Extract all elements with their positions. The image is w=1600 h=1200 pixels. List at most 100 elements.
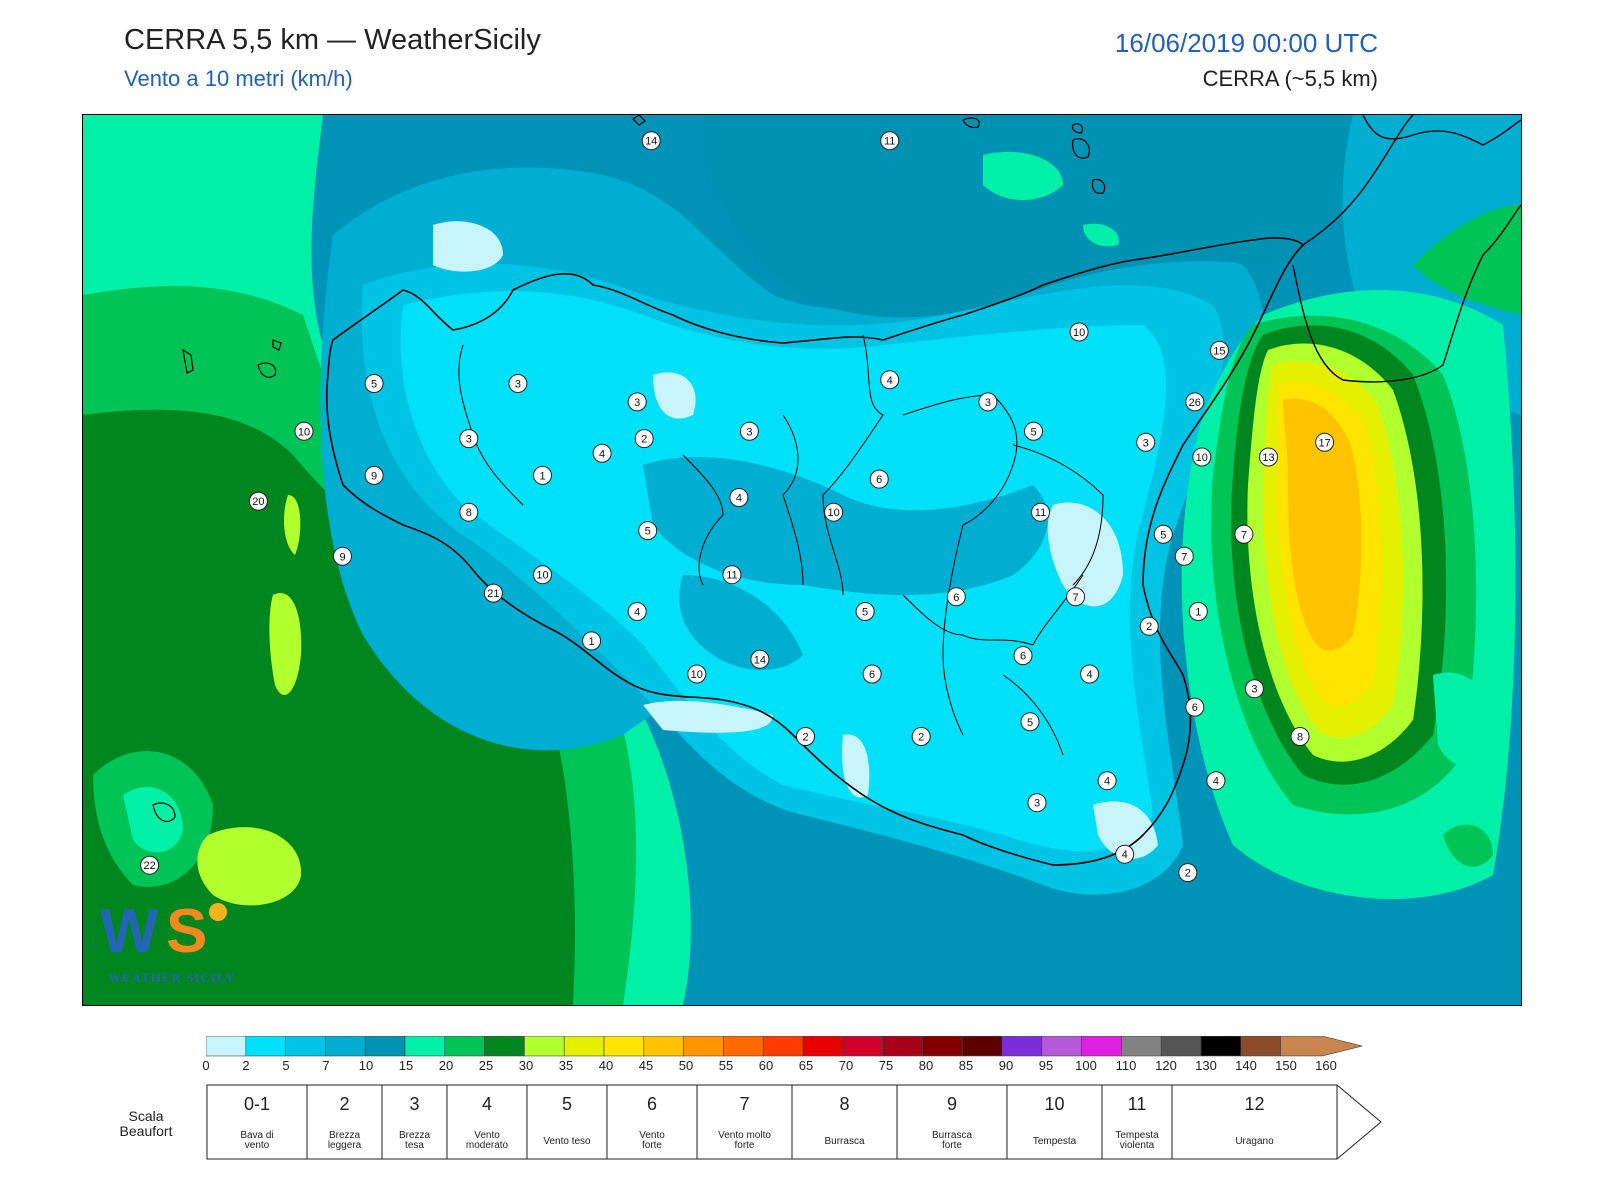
station-marker[interactable]: 4 xyxy=(627,602,647,621)
station-marker[interactable]: 11 xyxy=(1031,502,1050,522)
station-marker[interactable]: 22 xyxy=(140,855,160,875)
station-marker[interactable]: 4 xyxy=(592,443,612,463)
station-marker[interactable]: 7 xyxy=(1174,546,1194,566)
station-marker[interactable]: 8 xyxy=(1290,727,1310,746)
station-marker[interactable]: 6 xyxy=(946,587,966,607)
station-value: 2 xyxy=(641,434,647,446)
station-marker[interactable]: 6 xyxy=(869,469,889,489)
colorbar-tick: 75 xyxy=(878,1058,894,1073)
beaufort-description: Brezza xyxy=(399,1130,431,1141)
beaufort-description: forte xyxy=(734,1140,754,1151)
station-marker[interactable]: 3 xyxy=(1027,793,1047,813)
station-marker[interactable]: 5 xyxy=(364,374,384,393)
station-value: 5 xyxy=(862,607,868,619)
station-marker[interactable]: 10 xyxy=(687,664,707,684)
station-value: 1 xyxy=(589,636,595,648)
station-marker[interactable]: 21 xyxy=(483,583,503,603)
station-circle xyxy=(1139,616,1159,636)
logo-mark-icon: W S xyxy=(100,897,227,966)
station-marker[interactable]: 5 xyxy=(1024,421,1043,441)
station-value: 20 xyxy=(252,496,264,508)
station-marker[interactable]: 10 xyxy=(294,421,314,441)
station-marker[interactable]: 2 xyxy=(796,727,815,746)
station-marker[interactable]: 3 xyxy=(1244,679,1264,699)
station-marker[interactable]: 14 xyxy=(750,649,770,669)
colorbar-tick: 40 xyxy=(598,1058,614,1073)
station-marker[interactable]: 4 xyxy=(1206,771,1226,791)
station-marker[interactable]: 1 xyxy=(533,465,552,485)
calabria-coastline-east xyxy=(1292,204,1521,383)
station-marker[interactable]: 13 xyxy=(1259,447,1278,467)
station-marker[interactable]: 3 xyxy=(739,421,759,441)
station-marker[interactable]: 6 xyxy=(1185,697,1205,717)
station-value: 6 xyxy=(869,669,875,681)
colorbar-swatch xyxy=(643,1036,684,1057)
station-value: 10 xyxy=(827,507,839,519)
beaufort-description: Burrasca xyxy=(932,1130,972,1141)
station-marker[interactable]: 6 xyxy=(1013,646,1033,666)
wind-map[interactable]: 14 11 10 15 26 5 3 3 4 3 10 3 5 3 17 3 2 4 10 13 9 1 6 20 4 8 10 11… xyxy=(82,114,1522,1006)
station-marker[interactable]: 4 xyxy=(1097,771,1117,791)
station-marker[interactable]: 10 xyxy=(1192,447,1212,467)
station-marker[interactable]: 2 xyxy=(1178,863,1198,883)
station-marker[interactable]: 9 xyxy=(333,546,352,566)
station-marker[interactable]: 2 xyxy=(1139,616,1159,636)
station-circle xyxy=(1188,602,1208,621)
egadi-islands xyxy=(182,339,282,378)
station-marker[interactable]: 4 xyxy=(1080,664,1100,684)
station-value: 10 xyxy=(298,426,310,438)
svg-text:S: S xyxy=(166,897,207,966)
station-circle xyxy=(1178,863,1198,883)
station-marker[interactable]: 17 xyxy=(1315,432,1335,452)
wind-band-15-20-north-a xyxy=(983,151,1063,200)
station-value: 2 xyxy=(1146,621,1152,633)
station-marker[interactable]: 2 xyxy=(911,727,931,746)
station-marker[interactable]: 10 xyxy=(824,502,844,522)
station-circle xyxy=(1290,727,1310,746)
beaufort-cell xyxy=(381,1084,448,1160)
station-marker[interactable]: 3 xyxy=(978,392,998,412)
station-marker[interactable]: 5 xyxy=(1020,712,1040,732)
station-marker[interactable]: 11 xyxy=(880,131,900,151)
station-value: 5 xyxy=(1030,426,1036,438)
station-value: 3 xyxy=(1143,437,1149,449)
station-marker[interactable]: 3 xyxy=(627,392,647,412)
station-marker[interactable]: 1 xyxy=(1188,602,1208,621)
wind-band-20-25-se-spot xyxy=(1443,824,1493,867)
beaufort-description: forte xyxy=(642,1140,662,1151)
station-marker[interactable]: 11 xyxy=(722,565,742,585)
station-marker[interactable]: 14 xyxy=(641,131,661,151)
colorbar-swatch xyxy=(1121,1036,1162,1057)
wind-band-0-2-spot-a xyxy=(433,221,503,272)
station-marker[interactable]: 10 xyxy=(1069,322,1089,342)
station-marker[interactable]: 26 xyxy=(1185,392,1205,412)
station-marker[interactable]: 7 xyxy=(1234,524,1254,544)
station-circle xyxy=(880,131,900,151)
station-marker[interactable]: 3 xyxy=(1136,432,1156,452)
station-marker[interactable]: 6 xyxy=(862,664,882,684)
station-marker[interactable]: 4 xyxy=(729,488,749,507)
station-value: 10 xyxy=(691,669,703,681)
station-value: 5 xyxy=(645,526,651,538)
station-marker[interactable]: 10 xyxy=(533,565,552,585)
station-marker[interactable]: 9 xyxy=(364,465,384,485)
station-marker[interactable]: 8 xyxy=(459,502,479,522)
station-marker[interactable]: 4 xyxy=(880,370,900,390)
station-marker[interactable]: 5 xyxy=(1153,524,1173,544)
station-marker[interactable]: 4 xyxy=(1115,844,1135,864)
station-circle xyxy=(533,465,552,485)
station-marker[interactable]: 20 xyxy=(248,491,268,511)
station-marker[interactable]: 5 xyxy=(855,602,875,621)
station-marker[interactable]: 5 xyxy=(638,521,658,541)
station-marker[interactable]: 2 xyxy=(634,429,654,449)
station-circle xyxy=(627,392,647,412)
station-marker[interactable]: 3 xyxy=(459,429,479,449)
colorbar-tick: 95 xyxy=(1038,1058,1054,1073)
station-value: 7 xyxy=(1073,592,1079,604)
station-marker[interactable]: 1 xyxy=(582,631,602,651)
station-marker[interactable]: 7 xyxy=(1066,587,1086,607)
station-marker[interactable]: 3 xyxy=(508,374,528,393)
station-circle xyxy=(641,131,661,151)
station-marker[interactable]: 15 xyxy=(1209,340,1229,360)
